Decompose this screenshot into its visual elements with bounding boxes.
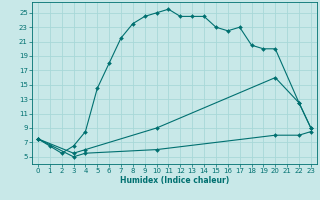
X-axis label: Humidex (Indice chaleur): Humidex (Indice chaleur)	[120, 176, 229, 185]
